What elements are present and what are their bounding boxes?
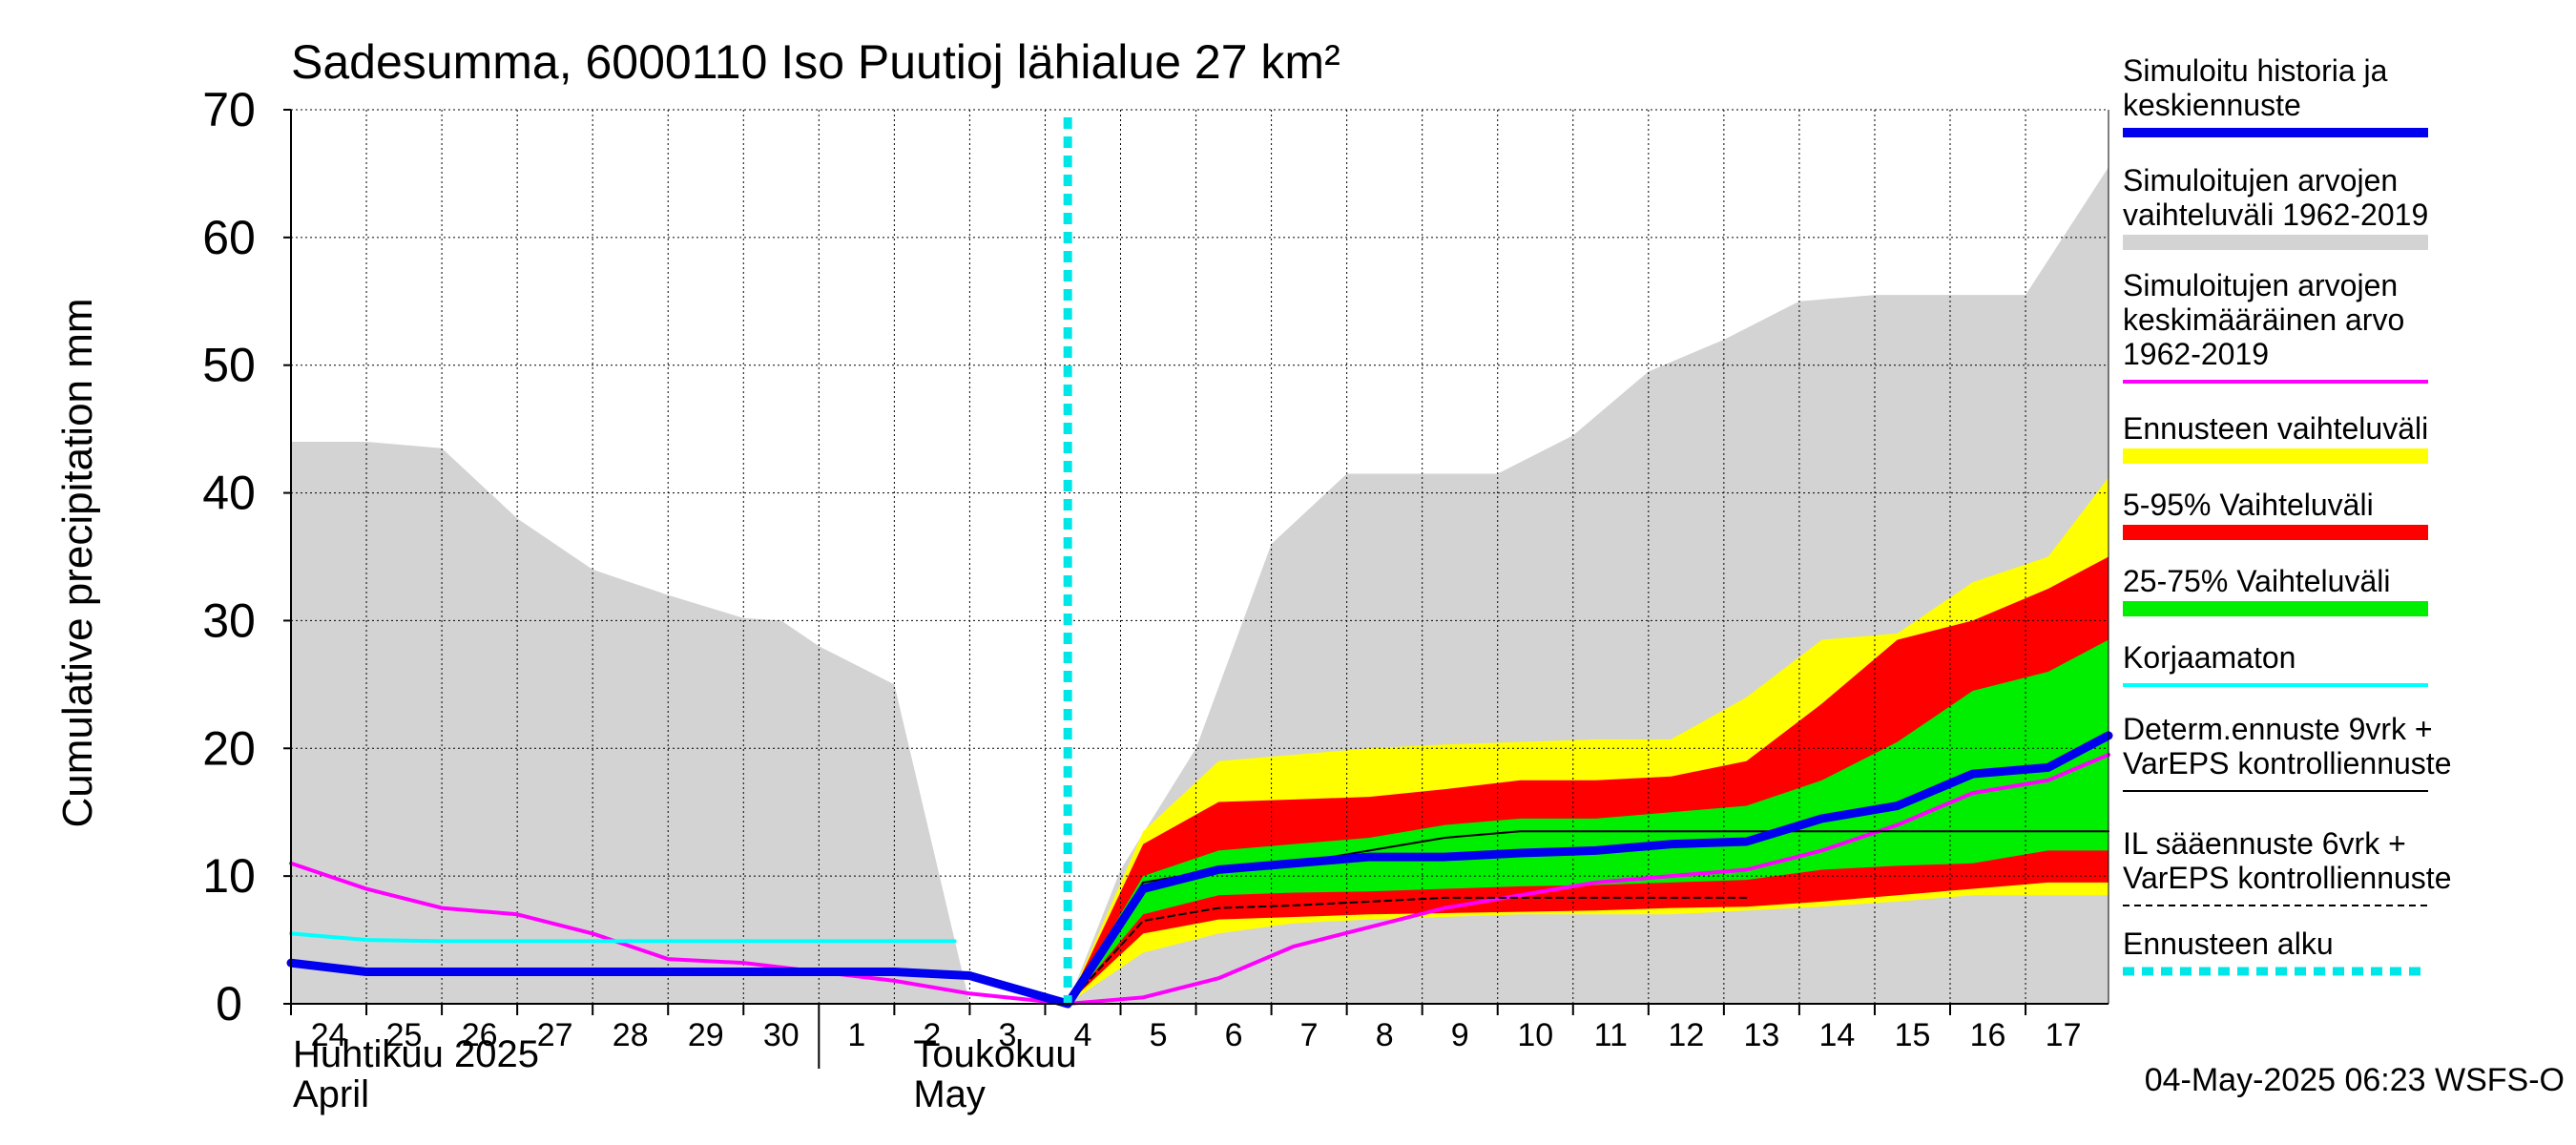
x-tick-label: 16 [1970, 1017, 2006, 1053]
x-tick-label: 1 [847, 1017, 865, 1053]
y-tick-label: 0 [216, 977, 242, 1030]
x-tick-label: 2 [923, 1017, 941, 1053]
legend-label: vaihteluväli 1962-2019 [2123, 198, 2428, 232]
x-tick-label: 9 [1451, 1017, 1469, 1053]
x-tick-label: 27 [537, 1017, 573, 1053]
legend-label: Ennusteen vaihteluväli [2123, 411, 2428, 446]
y-tick-label: 10 [202, 849, 256, 903]
month-label-en: May [913, 1073, 986, 1115]
x-tick-label: 6 [1225, 1017, 1243, 1053]
legend-label: VarEPS kontrolliennuste [2123, 861, 2451, 895]
line-simuloitu-historia-ja-keskiennuste [286, 731, 2113, 1009]
line-korjaamaton [289, 931, 957, 944]
legend-swatch [2123, 601, 2428, 616]
legend-label: Korjaamaton [2123, 640, 2296, 675]
x-tick-label: 13 [1743, 1017, 1779, 1053]
y-tick-label: 70 [202, 83, 256, 136]
chart-title: Sadesumma, 6000110 Iso Puutioj lähialue … [291, 35, 1340, 89]
y-tick-label: 60 [202, 211, 256, 264]
line-il-s-ennuste-6vrk-vareps-kontrolliennuste [1067, 896, 1748, 1005]
x-tick-label: 15 [1895, 1017, 1931, 1053]
legend-label: keskiennuste [2123, 88, 2301, 122]
legend-label: Ennusteen alku [2123, 926, 2334, 961]
legend-label: Simuloitujen arvojen [2123, 163, 2398, 198]
footer-timestamp: 04-May-2025 06:23 WSFS-O [2145, 1062, 2565, 1098]
x-tick-label: 5 [1150, 1017, 1168, 1053]
x-tick-label: 29 [688, 1017, 724, 1053]
legend-label: IL sääennuste 6vrk + [2123, 826, 2406, 861]
month-label: Huhtikuu 2025 [293, 1033, 539, 1075]
legend-label: 5-95% Vaihteluväli [2123, 488, 2374, 522]
x-tick-label: 3 [998, 1017, 1016, 1053]
legend-label: Determ.ennuste 9vrk + [2123, 712, 2433, 746]
legend-label: keskimääräinen arvo [2123, 302, 2404, 337]
legend-label: Simuloitu historia ja [2123, 53, 2388, 88]
band-25-75-vaihteluv-li [1068, 639, 2109, 1004]
y-tick-label: 30 [202, 593, 256, 647]
month-label: Toukokuu [913, 1033, 1076, 1075]
legend-swatch [2123, 525, 2428, 540]
x-tick-label: 30 [763, 1017, 800, 1053]
band-layer [291, 167, 2109, 1005]
x-tick-label: 17 [2046, 1017, 2082, 1053]
y-tick-label: 50 [202, 339, 256, 392]
legend-label: Simuloitujen arvojen [2123, 268, 2398, 302]
x-tick-label: 28 [613, 1017, 649, 1053]
legend-label: 1962-2019 [2123, 337, 2269, 371]
line-simuloitujen-arvojen-keskim-r-inen-arvo-1962-2019 [289, 752, 2110, 1006]
line-layer [286, 117, 2113, 1009]
legend-swatch [2123, 448, 2428, 464]
y-tick-label: 20 [202, 721, 256, 775]
y-tick-label: 40 [202, 467, 256, 520]
legend-swatch [2123, 235, 2428, 250]
legend-label: VarEPS kontrolliennuste [2123, 746, 2451, 781]
y-axis-label: Cumulative precipitation mm [54, 298, 101, 827]
month-label-en: April [293, 1073, 369, 1115]
x-tick-label: 7 [1300, 1017, 1319, 1053]
x-tick-label: 11 [1594, 1017, 1628, 1053]
x-tick-label: 14 [1819, 1017, 1856, 1053]
x-tick-label: 24 [311, 1017, 347, 1053]
x-tick-label: 10 [1517, 1017, 1553, 1053]
x-tick-label: 12 [1668, 1017, 1704, 1053]
x-tick-label: 25 [386, 1017, 423, 1053]
x-tick-label: 26 [462, 1017, 498, 1053]
legend-label: 25-75% Vaihteluväli [2123, 564, 2390, 598]
x-tick-label: 4 [1074, 1017, 1092, 1053]
x-tick-label: 8 [1376, 1017, 1394, 1053]
